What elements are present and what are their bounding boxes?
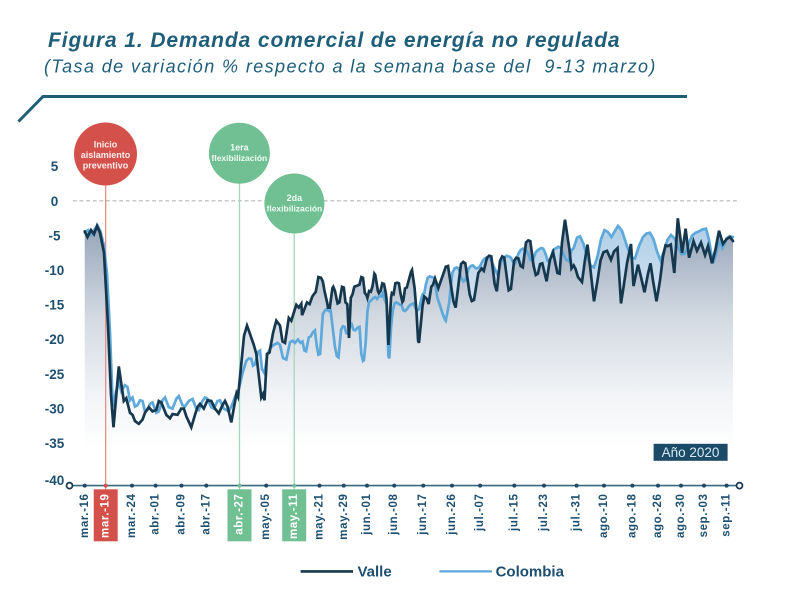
svg-text:-20: -20 (45, 332, 65, 347)
svg-text:Colombia: Colombia (496, 564, 565, 581)
svg-text:jun.-26: jun.-26 (446, 494, 458, 536)
svg-text:may.-21: may.-21 (314, 494, 326, 540)
svg-text:2da: 2da (287, 193, 304, 203)
svg-text:mar.-19: mar.-19 (100, 494, 112, 538)
svg-text:sep.-03: sep.-03 (698, 494, 710, 538)
svg-text:Año 2020: Año 2020 (662, 445, 720, 460)
svg-text:abr.-09: abr.-09 (176, 494, 188, 535)
svg-text:(Tasa de variación % respecto: (Tasa de variación % respecto a la seman… (44, 57, 657, 77)
svg-text:may.-29: may.-29 (338, 494, 350, 540)
svg-text:-25: -25 (45, 367, 65, 382)
svg-text:jun.-17: jun.-17 (417, 494, 429, 536)
svg-text:may.-11: may.-11 (288, 493, 300, 539)
svg-text:Figura 1. Demanda comercial de: Figura 1. Demanda comercial de energía n… (48, 29, 621, 52)
svg-text:may.-05: may.-05 (260, 494, 272, 540)
svg-text:abr.-27: abr.-27 (234, 494, 246, 535)
svg-text:sep.-11: sep.-11 (721, 494, 733, 537)
svg-text:ago.-18: ago.-18 (626, 494, 638, 538)
svg-text:-35: -35 (45, 436, 65, 451)
svg-text:ago.-10: ago.-10 (598, 494, 610, 538)
svg-text:aislamiento: aislamiento (81, 150, 131, 160)
svg-text:-15: -15 (45, 298, 65, 313)
svg-text:ago.-26: ago.-26 (652, 494, 664, 538)
svg-text:flexibilización: flexibilización (267, 204, 323, 214)
svg-text:jun.-08: jun.-08 (388, 494, 400, 536)
svg-text:ago.-30: ago.-30 (675, 494, 687, 538)
svg-text:jul.-15: jul.-15 (508, 494, 520, 532)
svg-text:Inicio: Inicio (94, 140, 118, 150)
svg-text:-30: -30 (45, 401, 65, 416)
svg-text:mar.-24: mar.-24 (126, 494, 138, 538)
svg-text:-5: -5 (48, 228, 60, 243)
svg-text:abr.-01: abr.-01 (150, 493, 162, 534)
svg-text:preventivo: preventivo (83, 161, 129, 171)
svg-text:jul.-31: jul.-31 (571, 494, 583, 532)
svg-text:-10: -10 (45, 263, 65, 278)
svg-text:abr.-17: abr.-17 (200, 494, 212, 535)
svg-text:flexibilización: flexibilización (212, 153, 268, 163)
svg-text:jun.-01: jun.-01 (361, 494, 373, 536)
svg-text:5: 5 (51, 159, 59, 174)
svg-text:jul.-23: jul.-23 (538, 494, 550, 532)
svg-text:0: 0 (51, 194, 59, 209)
svg-text:-40: -40 (45, 473, 65, 488)
svg-text:Valle: Valle (358, 564, 392, 581)
svg-text:1era: 1era (230, 143, 250, 153)
svg-text:mar.-16: mar.-16 (79, 494, 91, 538)
svg-text:jul.-07: jul.-07 (474, 494, 486, 532)
